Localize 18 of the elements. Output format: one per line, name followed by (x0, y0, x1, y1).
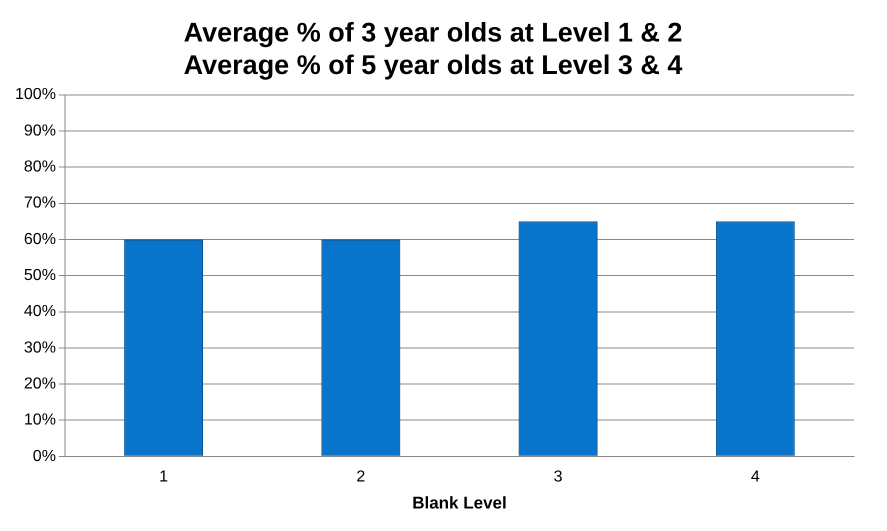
y-tick-label: 30% (24, 339, 56, 356)
x-axis-title: Blank Level (412, 493, 507, 512)
text: Average % of 5 year olds at Level 3 & 4 (184, 50, 682, 80)
y-tick-label: 0% (32, 448, 56, 465)
x-tick-label: 2 (356, 468, 366, 486)
y-tick-label: 50% (24, 267, 56, 284)
text: Average % of 3 year olds at Level 1 & 2 (184, 18, 682, 48)
x-tick-label: 4 (750, 468, 760, 486)
y-tick-label: 100% (15, 86, 56, 104)
y-tick-label: 70% (24, 194, 56, 212)
y-tick-label: 60% (24, 230, 56, 248)
x-tick-label: 3 (554, 468, 563, 486)
y-tick-label: 10% (24, 412, 56, 429)
x-tick-label: 1 (159, 468, 168, 486)
y-tick-label: 80% (24, 158, 56, 176)
y-tick-label: 20% (24, 375, 56, 392)
y-tick-label: 40% (24, 303, 56, 320)
y-tick-label: 90% (24, 122, 56, 140)
